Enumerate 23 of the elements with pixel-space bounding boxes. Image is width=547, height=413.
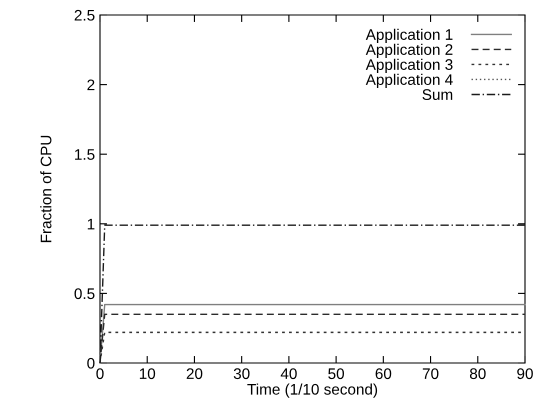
y-tick-label: 1.5 <box>75 149 94 160</box>
y-tick-label: 2.5 <box>74 10 94 21</box>
y-tick-label: 2 <box>87 79 94 90</box>
x-tick-label: 70 <box>422 368 438 380</box>
legend-label: Application 4 <box>366 74 453 88</box>
y-tick-label: 0.5 <box>74 288 94 300</box>
legend-label: Application 1 <box>366 28 452 43</box>
y-tick-label: 0 <box>87 358 95 369</box>
x-tick-label: 30 <box>234 368 250 380</box>
x-axis-title: Time (1/10 second) <box>247 383 378 398</box>
x-tick-label: 50 <box>328 368 344 380</box>
legend-label: Application 3 <box>366 58 453 74</box>
y-axis-title: Fraction of CPU <box>40 136 52 242</box>
x-tick-label: 20 <box>186 368 202 380</box>
x-tick-label: 0 <box>96 368 104 380</box>
x-tick-label: 40 <box>280 368 297 380</box>
x-tick-label: 80 <box>470 368 486 380</box>
legend-label: Sum <box>422 89 452 100</box>
x-tick-label: 90 <box>517 368 533 380</box>
legend-label: Application 2 <box>366 44 452 58</box>
x-tick-label: 60 <box>376 368 392 380</box>
y-tick-label: 1 <box>88 218 94 230</box>
x-tick-label: 10 <box>140 368 156 380</box>
